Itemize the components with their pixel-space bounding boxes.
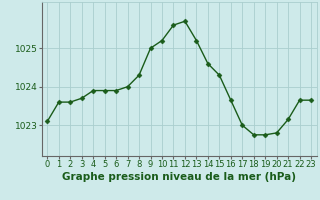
X-axis label: Graphe pression niveau de la mer (hPa): Graphe pression niveau de la mer (hPa) — [62, 172, 296, 182]
